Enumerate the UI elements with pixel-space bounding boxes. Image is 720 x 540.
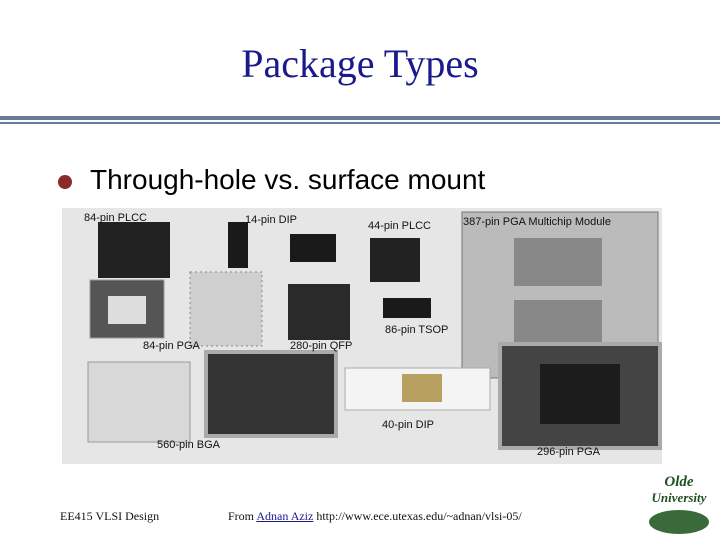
chip-tsop86 bbox=[383, 298, 431, 318]
package-label: 560-pin BGA bbox=[157, 439, 220, 451]
logo-text: University bbox=[651, 490, 707, 505]
package-label: 44-pin PLCC bbox=[368, 220, 431, 232]
title-rule bbox=[0, 116, 720, 120]
title-rule bbox=[0, 122, 720, 124]
chip-core bbox=[540, 364, 620, 424]
chip-qfp280 bbox=[288, 284, 350, 340]
chip-lid bbox=[108, 296, 146, 324]
chip-die bbox=[514, 238, 602, 286]
package-label: 296-pin PGA bbox=[537, 446, 600, 458]
package-label: 280-pin QFP bbox=[290, 340, 353, 352]
author-link[interactable]: Adnan Aziz bbox=[256, 509, 314, 523]
chip-plcc44 bbox=[370, 238, 420, 282]
bullet-text: Through-hole vs. surface mount bbox=[90, 164, 486, 195]
logo-base bbox=[649, 510, 709, 534]
bullet-dot bbox=[58, 175, 72, 189]
package-label: 40-pin DIP bbox=[382, 419, 434, 431]
logo: Olde University bbox=[640, 470, 718, 540]
credit-prefix: From bbox=[228, 509, 255, 523]
footer-course: EE415 VLSI Design bbox=[60, 509, 160, 523]
chip-bga bbox=[204, 350, 338, 438]
chip-grid bbox=[189, 271, 263, 347]
chip-die bbox=[514, 300, 602, 344]
chip-bga560 bbox=[87, 361, 191, 443]
chip-dip-small bbox=[290, 234, 336, 262]
chip-dip14 bbox=[228, 222, 248, 268]
chip-window bbox=[402, 374, 442, 402]
package-photo bbox=[62, 208, 662, 464]
logo-text: Olde bbox=[664, 474, 694, 490]
logo-shape bbox=[649, 510, 709, 534]
slide-title: Package Types bbox=[241, 41, 479, 86]
package-label: 14-pin DIP bbox=[245, 214, 297, 226]
package-label: 86-pin TSOP bbox=[385, 324, 449, 336]
chip-plcc84 bbox=[98, 222, 170, 278]
footer-credit: From Adnan Aziz http://www.ece.utexas.ed… bbox=[228, 509, 522, 524]
package-label: 84-pin PLCC bbox=[84, 212, 147, 224]
credit-url: http://www.ece.utexas.edu/~adnan/vlsi-05… bbox=[316, 509, 522, 523]
package-label: 84-pin PGA bbox=[143, 340, 200, 352]
package-label: 387-pin PGA Multichip Module bbox=[463, 216, 611, 228]
